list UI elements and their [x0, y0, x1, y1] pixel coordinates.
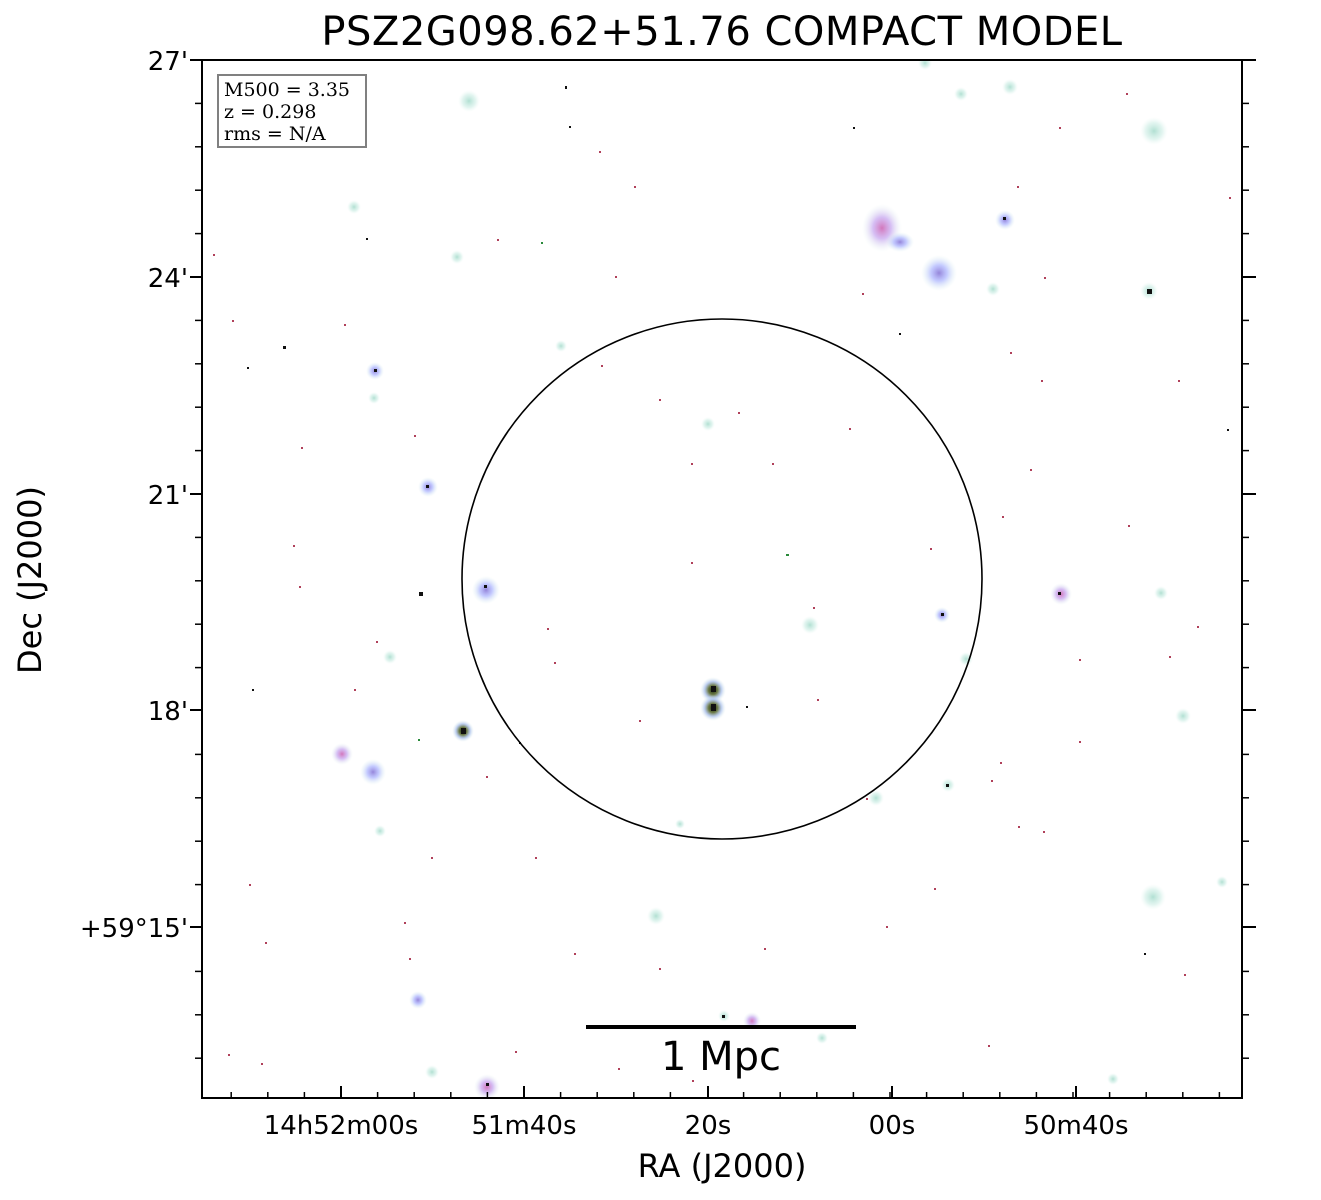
source-blob — [1140, 884, 1166, 910]
y-major-ticks — [190, 59, 1256, 928]
source-blob — [331, 743, 353, 765]
x-tick-label: 00s — [868, 1111, 916, 1141]
y-tick-label: 24' — [147, 264, 188, 294]
y-minor-ticks — [195, 102, 1249, 1059]
x-axis-label: RA (J2000) — [637, 1147, 807, 1185]
source-blob — [801, 616, 819, 634]
source-blob — [409, 991, 427, 1009]
axes-frame — [201, 59, 1243, 1099]
info-redshift: z = 0.298 — [224, 101, 317, 123]
source-blob — [474, 1074, 500, 1098]
y-tick-label: 27' — [147, 47, 188, 77]
x-minor-ticks — [230, 1092, 1221, 1098]
source-blob — [1154, 586, 1168, 600]
source-blob — [450, 250, 464, 264]
source-cores — [283, 86, 1152, 1086]
source-layer — [213, 60, 1231, 1098]
source-blob — [374, 825, 386, 837]
extended-source — [886, 232, 914, 252]
source-blob — [1216, 876, 1228, 888]
source-blob — [816, 1032, 828, 1044]
info-box: M500 = 3.35 z = 0.298 rms = N/A — [217, 74, 367, 148]
x-tick-label: 20s — [684, 1111, 732, 1141]
source-blob — [360, 759, 386, 785]
y-tick-label: 21' — [147, 481, 188, 511]
source-blob — [555, 340, 567, 352]
x-tick-label: 51m40s — [471, 1111, 577, 1141]
y-axis-label: Dec (J2000) — [11, 486, 49, 674]
r500-circle — [461, 318, 983, 840]
noise-specks — [213, 93, 1231, 1082]
source-blob — [868, 790, 884, 806]
source-blob — [458, 90, 480, 112]
source-blob — [1002, 79, 1018, 95]
y-tick-label: +59°15' — [79, 914, 188, 944]
source-blob — [959, 652, 973, 666]
y-tick-label: 18' — [147, 697, 188, 727]
x-tick-label: 50m40s — [1023, 1111, 1129, 1141]
source-blob — [368, 392, 380, 404]
x-major-ticks — [340, 1086, 1077, 1098]
source-blob — [647, 907, 665, 925]
source-blob — [701, 417, 715, 431]
source-blob — [472, 576, 500, 604]
source-blob — [918, 60, 932, 70]
source-blob — [675, 819, 685, 829]
source-blob — [1175, 708, 1191, 724]
source-blob — [1140, 117, 1168, 145]
source-blob — [383, 650, 397, 664]
x-tick-label: 14h52m00s — [263, 1111, 419, 1141]
source-blob — [1107, 1073, 1119, 1085]
source-blob — [425, 1065, 439, 1079]
info-m500: M500 = 3.35 — [224, 79, 351, 101]
source-blob — [921, 255, 957, 291]
source-blob — [986, 282, 1000, 296]
info-rms: rms = N/A — [224, 123, 326, 145]
source-blob — [954, 87, 968, 101]
figure-title: PSZ2G098.62+51.76 COMPACT MODEL — [321, 9, 1123, 55]
source-blob — [347, 200, 361, 214]
scalebar-label: 1 Mpc — [660, 1034, 782, 1080]
